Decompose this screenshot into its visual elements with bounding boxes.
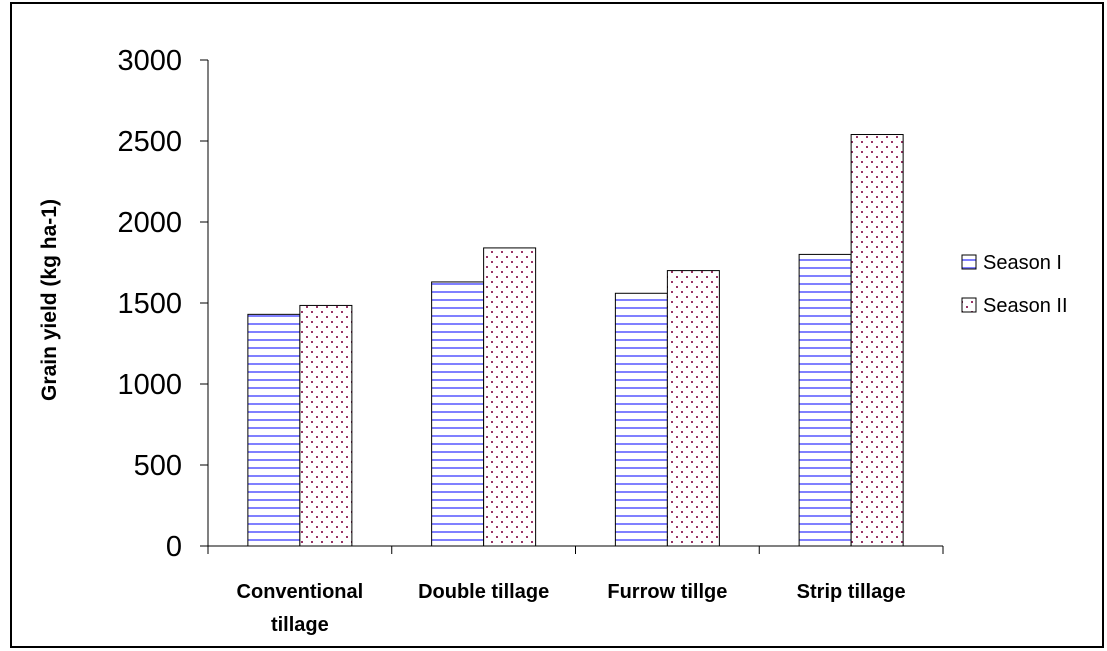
bars: [247, 134, 904, 547]
bar-season-2-2: [666, 270, 720, 547]
y-axis-label: Grain yield (kg ha-1): [38, 199, 61, 401]
y-tick-label: 1500: [117, 288, 182, 320]
y-tick-label: 1000: [117, 369, 182, 401]
legend-label: Season II: [983, 295, 1068, 317]
category-label: Conventional: [237, 581, 364, 603]
y-tick-label: 2500: [117, 126, 182, 158]
bar-season-1-2: [614, 292, 668, 547]
category-label: Strip tillage: [797, 581, 906, 603]
y-tick-label: 500: [134, 450, 182, 482]
x-axis: [207, 545, 944, 554]
chart-frame: [10, 2, 1104, 648]
bar-season-2-1: [483, 247, 537, 547]
y-axis: 0 500 1000 1500 2000 2500 3000: [117, 45, 209, 563]
bar-season-1-3: [798, 253, 852, 547]
y-tick-label: 0: [166, 531, 182, 563]
legend-swatch: [961, 254, 977, 270]
bar-season-1-0: [247, 313, 301, 547]
y-tick-label: 2000: [117, 207, 182, 239]
legend-swatch: [961, 297, 977, 313]
category-label: Double tillage: [418, 581, 549, 603]
legend: Season I Season II: [961, 252, 1068, 317]
category-label: Furrow tillge: [607, 581, 727, 603]
y-tick-label: 3000: [117, 45, 182, 77]
bar-season-2-3: [850, 134, 904, 547]
legend-label: Season I: [983, 252, 1062, 274]
bar-season-2-0: [299, 304, 353, 547]
bar-season-1-1: [431, 281, 485, 547]
category-labels: Conventional tillage Double tillage Furrow …: [237, 581, 906, 636]
category-label: tillage: [271, 614, 329, 636]
